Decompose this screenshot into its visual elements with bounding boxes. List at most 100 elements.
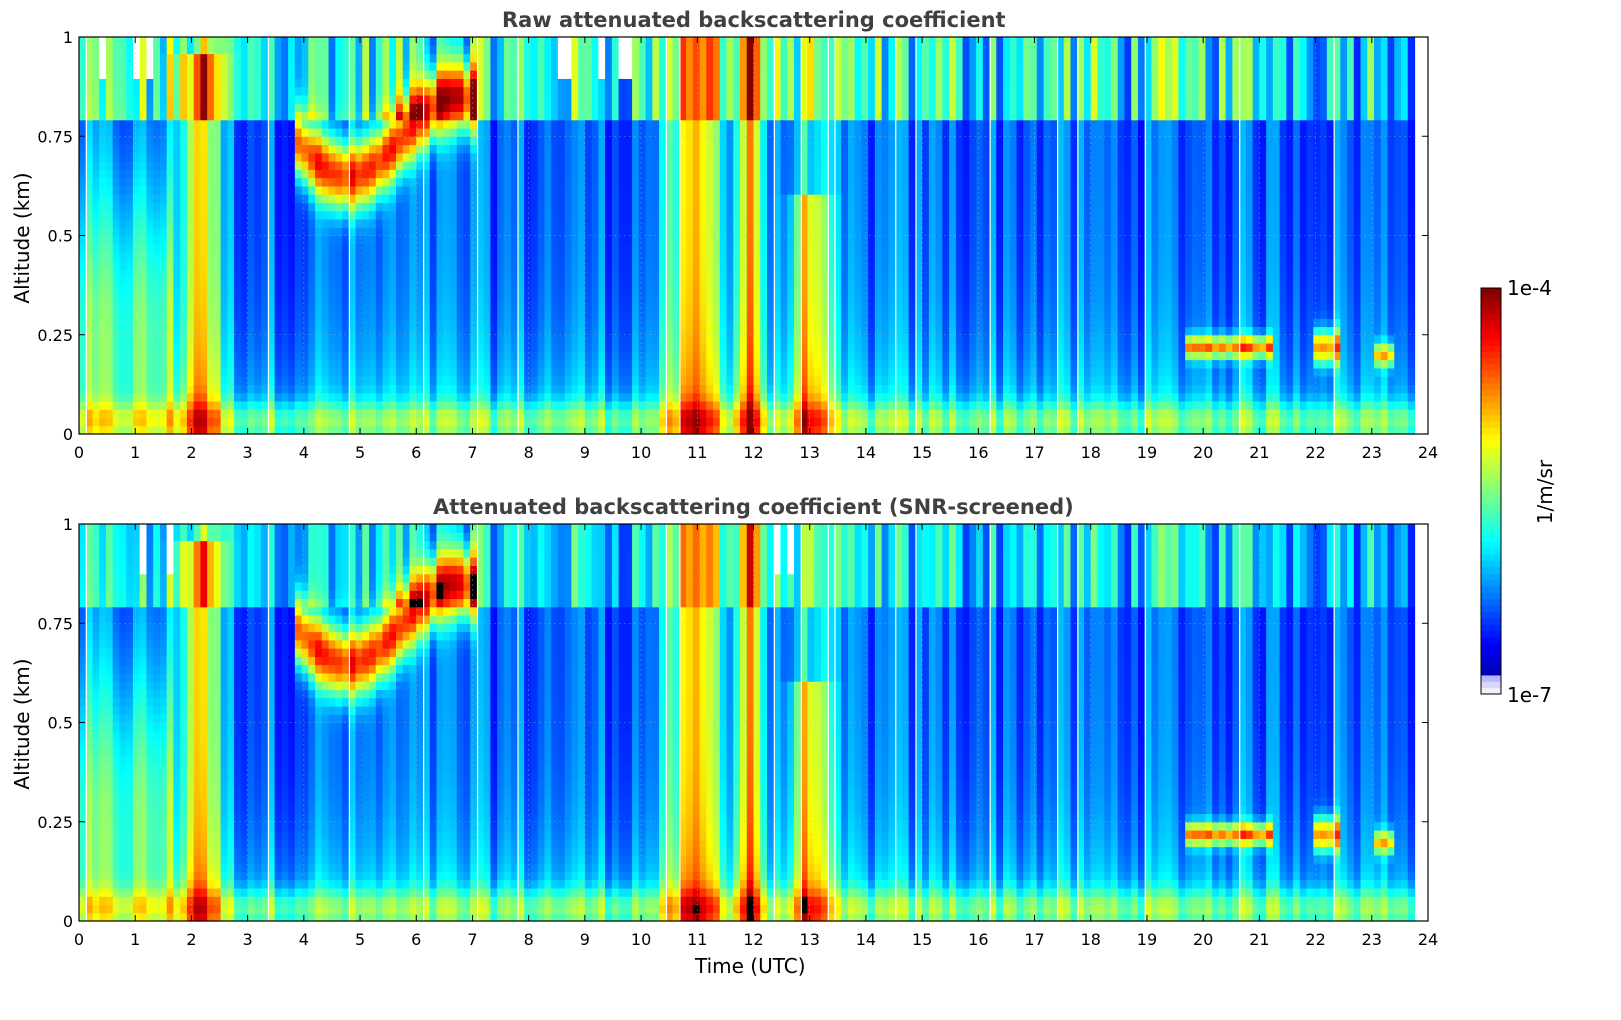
heatmap-cell bbox=[294, 276, 303, 286]
heatmap-cell bbox=[335, 343, 343, 352]
heatmap-cell bbox=[645, 293, 653, 303]
heatmap-cell bbox=[355, 45, 363, 55]
heatmap-cell bbox=[611, 252, 620, 261]
heatmap-cell bbox=[213, 359, 222, 369]
heatmap-cell bbox=[254, 400, 262, 410]
heatmap-cell bbox=[557, 285, 566, 294]
heatmap-cell bbox=[409, 334, 417, 344]
heatmap-cell bbox=[193, 301, 202, 311]
heatmap-cell bbox=[92, 252, 100, 261]
heatmap-cell bbox=[213, 136, 222, 146]
heatmap-cell bbox=[186, 45, 195, 55]
heatmap-cell bbox=[618, 227, 626, 237]
heatmap-cell bbox=[402, 293, 411, 303]
heatmap-cell bbox=[632, 326, 640, 336]
heatmap-cell bbox=[362, 326, 370, 336]
heatmap-cell bbox=[139, 136, 148, 146]
heatmap-cell bbox=[591, 309, 599, 319]
heatmap-cell bbox=[733, 359, 741, 369]
heatmap-cell bbox=[254, 309, 262, 319]
heatmap-cell bbox=[510, 202, 519, 212]
heatmap-cell bbox=[288, 37, 296, 46]
heatmap-cell bbox=[342, 409, 350, 419]
heatmap-cell bbox=[193, 194, 202, 204]
heatmap-cell bbox=[369, 351, 377, 361]
heatmap-cell bbox=[146, 169, 154, 179]
heatmap-cell bbox=[348, 103, 357, 113]
heatmap-cell bbox=[342, 351, 350, 361]
heatmap-cell bbox=[382, 384, 390, 394]
heatmap-cell bbox=[315, 161, 323, 170]
heatmap-cell bbox=[342, 252, 350, 261]
heatmap-cell bbox=[449, 285, 458, 294]
heatmap-cell bbox=[342, 400, 350, 410]
heatmap-cell bbox=[200, 169, 208, 179]
heatmap-cell bbox=[524, 425, 532, 435]
heatmap-cell bbox=[470, 86, 478, 96]
heatmap-cell bbox=[180, 218, 188, 228]
heatmap-cell bbox=[470, 384, 478, 394]
heatmap-cell bbox=[449, 417, 458, 427]
heatmap-cell bbox=[638, 318, 647, 328]
heatmap-cell bbox=[159, 37, 168, 46]
heatmap-cell bbox=[713, 53, 721, 63]
heatmap-cell bbox=[773, 235, 782, 245]
heatmap-cell bbox=[315, 326, 323, 336]
heatmap-cell bbox=[294, 359, 303, 369]
heatmap-cell bbox=[517, 144, 525, 154]
heatmap-cell bbox=[281, 185, 289, 195]
heatmap-cell bbox=[503, 235, 512, 245]
heatmap-cell bbox=[652, 202, 660, 212]
heatmap-cell bbox=[699, 293, 707, 303]
heatmap-cell bbox=[166, 243, 175, 253]
heatmap-cell bbox=[382, 301, 390, 311]
heatmap-cell bbox=[105, 177, 114, 187]
heatmap-cell bbox=[672, 119, 680, 129]
heatmap-cell bbox=[79, 169, 87, 179]
heatmap-cell bbox=[166, 111, 175, 121]
heatmap-cell bbox=[139, 53, 148, 63]
heatmap-cell bbox=[632, 202, 640, 212]
heatmap-cell bbox=[247, 144, 255, 154]
heatmap-cell bbox=[227, 127, 235, 137]
heatmap-cell bbox=[200, 318, 208, 328]
heatmap-cell bbox=[659, 367, 667, 377]
heatmap-cell bbox=[497, 61, 505, 71]
heatmap-cell bbox=[699, 111, 707, 121]
heatmap-cell bbox=[348, 111, 357, 121]
heatmap-cell bbox=[557, 37, 566, 46]
heatmap-cell bbox=[456, 367, 465, 377]
heatmap-cell bbox=[476, 37, 485, 46]
heatmap-cell bbox=[220, 351, 228, 361]
heatmap-cell bbox=[105, 318, 114, 328]
heatmap-cell bbox=[713, 417, 721, 427]
heatmap-cell bbox=[382, 78, 390, 88]
heatmap-cell bbox=[389, 400, 397, 410]
heatmap-cell bbox=[760, 61, 768, 71]
heatmap-cell bbox=[719, 285, 728, 294]
heatmap-cell bbox=[740, 367, 748, 377]
heatmap-cell bbox=[254, 61, 262, 71]
heatmap-cell bbox=[423, 177, 431, 187]
heatmap-cell bbox=[119, 37, 127, 46]
heatmap-cell bbox=[126, 78, 134, 88]
heatmap-cell bbox=[571, 94, 579, 104]
heatmap-cell bbox=[470, 351, 478, 361]
heatmap-cell bbox=[294, 260, 303, 270]
heatmap-cell bbox=[132, 243, 141, 253]
heatmap-cell bbox=[497, 218, 505, 228]
heatmap-cell bbox=[315, 218, 323, 228]
heatmap-cell bbox=[510, 86, 519, 96]
heatmap-cell bbox=[227, 409, 235, 419]
heatmap-cell bbox=[166, 218, 175, 228]
heatmap-cell bbox=[315, 144, 323, 154]
heatmap-cell bbox=[274, 45, 282, 55]
heatmap-cell bbox=[254, 268, 262, 278]
heatmap-cell bbox=[490, 425, 498, 435]
heatmap-cell bbox=[699, 94, 707, 104]
heatmap-cell bbox=[645, 268, 653, 278]
heatmap-cell bbox=[686, 359, 694, 369]
heatmap-cell bbox=[240, 384, 249, 394]
heatmap-cell bbox=[551, 400, 559, 410]
heatmap-cell bbox=[672, 161, 680, 170]
